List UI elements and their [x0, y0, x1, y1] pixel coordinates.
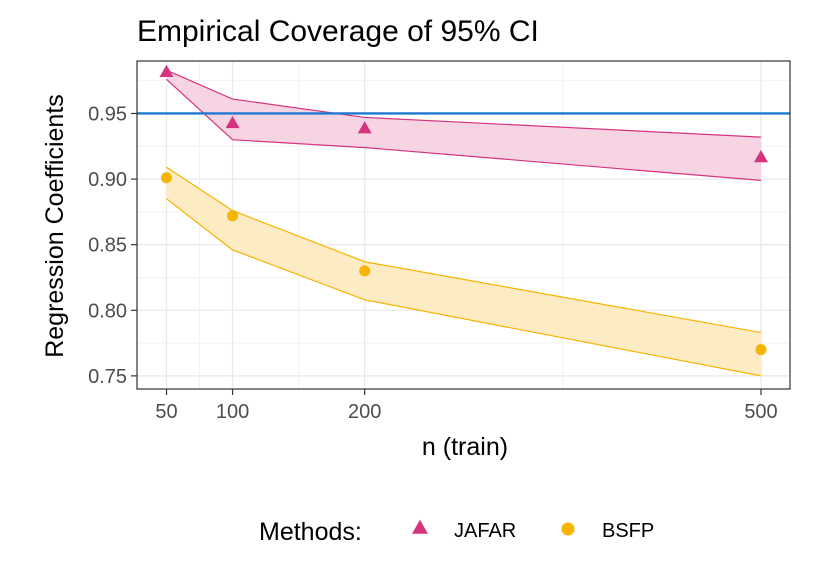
- bsfp-point: [161, 172, 172, 184]
- x-axis-title: n (train): [422, 433, 508, 461]
- x-tick-label: 200: [348, 401, 381, 423]
- band-lower-jafar: [166, 78, 762, 181]
- bsfp-point: [227, 210, 239, 222]
- plot-panel-border: [136, 60, 791, 390]
- jafar-point: [159, 64, 174, 78]
- x-tick-label: 50: [155, 401, 177, 423]
- bsfp-point: [755, 344, 767, 356]
- x-axis-ticks: 50 100 200 500: [155, 389, 778, 423]
- y-axis-ticks: 0.75 0.80 0.85 0.90 0.95: [88, 103, 137, 388]
- jafar-point: [225, 115, 240, 129]
- band-jafar: [166, 70, 761, 181]
- bsfp-point: [359, 265, 371, 277]
- band-upper-bsfp: [166, 166, 762, 334]
- chart-title: Empirical Coverage of 95% CI: [137, 15, 539, 48]
- legend-label-jafar: JAFAR: [454, 520, 516, 542]
- legend-key-bsfp: [561, 522, 575, 536]
- legend-key-jafar: [412, 519, 428, 534]
- x-tick-label: 500: [744, 401, 777, 423]
- band-upper-jafar: [166, 69, 762, 138]
- y-tick-label: 0.80: [88, 300, 127, 322]
- y-tick-label: 0.85: [88, 235, 127, 257]
- legend: Methods: JAFAR BSFP: [259, 518, 654, 546]
- band-bsfp: [166, 167, 761, 376]
- y-tick-label: 0.75: [88, 366, 127, 388]
- x-tick-label: 100: [216, 401, 249, 423]
- data-markers: [159, 64, 768, 356]
- jafar-point: [357, 121, 372, 134]
- y-tick-label: 0.90: [88, 169, 127, 191]
- y-tick-label: 0.95: [88, 103, 127, 125]
- jafar-point: [754, 150, 768, 163]
- band-lower-bsfp: [166, 198, 762, 377]
- legend-title: Methods:: [259, 518, 362, 546]
- confidence-bands: [166, 69, 762, 377]
- y-axis-title: Regression Coefficients: [41, 94, 69, 358]
- legend-label-bsfp: BSFP: [602, 520, 654, 542]
